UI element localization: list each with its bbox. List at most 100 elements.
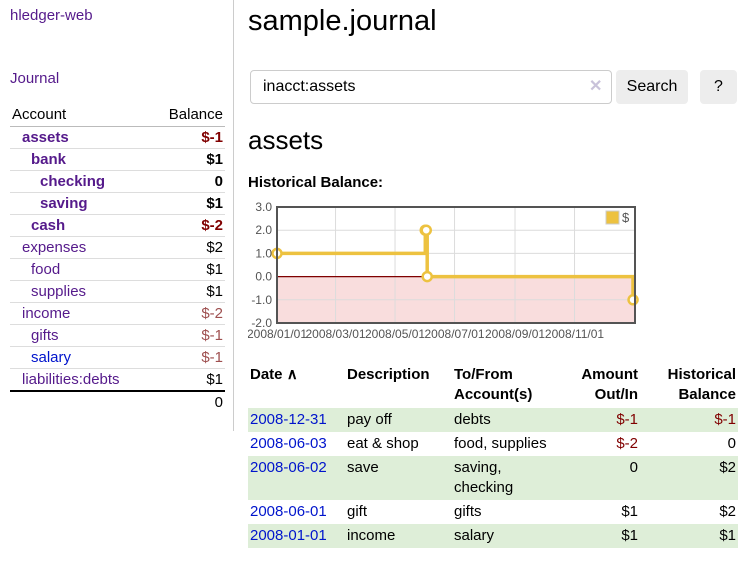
transaction-date-cell: 2008-06-02 xyxy=(248,456,345,500)
transaction-description: income xyxy=(347,527,396,544)
account-row: cash $-2 xyxy=(10,214,225,237)
account-balance: $1 xyxy=(155,368,225,391)
transaction-balance: $2 xyxy=(719,503,736,520)
page-title: sample.journal xyxy=(248,5,437,37)
account-row: salary $-1 xyxy=(10,346,225,369)
search-button[interactable]: Search xyxy=(616,70,688,104)
x-tick-label: 2008/09/01 xyxy=(485,327,545,341)
transaction-date-cell: 2008-06-01 xyxy=(248,500,345,524)
account-link[interactable]: gifts xyxy=(31,327,59,344)
transaction-accounts: debts xyxy=(454,411,491,428)
chart-title: Historical Balance: xyxy=(248,174,384,191)
register-row: 2008-06-03 eat & shop food, supplies $-2 0 xyxy=(248,432,738,456)
y-tick-label: 3.0 xyxy=(255,200,272,214)
amount-column-header: Amount Out/In xyxy=(581,366,638,403)
transaction-accounts: food, supplies xyxy=(454,435,547,452)
transaction-description: gift xyxy=(347,503,368,520)
balance-column-header: Balance xyxy=(155,103,225,127)
account-balance: $1 xyxy=(155,192,225,215)
account-link[interactable]: income xyxy=(22,305,71,322)
transaction-balance: $2 xyxy=(719,459,736,476)
y-tick-label: -2.0 xyxy=(251,316,272,330)
account-balance: $-1 xyxy=(155,324,225,347)
register-table: Date ∧ Description To/From Account(s) Am… xyxy=(248,362,738,548)
account-link[interactable]: saving xyxy=(40,195,88,212)
account-rows: assets $-1 bank $1 checking 0 saving $1 cash $-2 e… xyxy=(10,126,225,391)
description-column-header: Description xyxy=(347,366,430,383)
transaction-description: pay off xyxy=(347,411,392,428)
account-row: expenses $2 xyxy=(10,236,225,259)
account-row: checking 0 xyxy=(10,170,225,193)
account-link[interactable]: salary xyxy=(31,349,72,366)
sidebar: hledger-web Journal Account Balance asse… xyxy=(0,0,234,431)
account-balance: $1 xyxy=(155,280,225,303)
transaction-balance: $1 xyxy=(719,527,736,544)
account-balance: 0 xyxy=(155,170,225,193)
register-header-row: Date ∧ Description To/From Account(s) Am… xyxy=(248,362,738,408)
account-link[interactable]: cash xyxy=(31,217,66,234)
sidebar-total-value: 0 xyxy=(155,390,225,413)
transaction-amount: $1 xyxy=(621,527,638,544)
account-link[interactable]: assets xyxy=(22,129,69,146)
account-row: gifts $-1 xyxy=(10,324,225,347)
account-link[interactable]: bank xyxy=(31,151,67,168)
date-column-header[interactable]: Date ∧ xyxy=(250,366,298,383)
search-input[interactable] xyxy=(250,70,612,104)
transaction-date-link[interactable]: 2008-12-31 xyxy=(250,411,327,428)
account-link[interactable]: food xyxy=(31,261,61,278)
y-tick-label: 0.0 xyxy=(255,270,272,284)
account-row: saving $1 xyxy=(10,192,225,215)
transaction-amount: $-2 xyxy=(616,435,638,452)
account-link[interactable]: expenses xyxy=(22,239,87,256)
account-row: liabilities:debts $1 xyxy=(10,368,225,391)
sidebar-total-row: 0 xyxy=(10,390,225,413)
transaction-description: save xyxy=(347,459,379,476)
legend-label: $ xyxy=(622,210,630,225)
account-balance: $1 xyxy=(155,258,225,281)
transaction-accounts: salary xyxy=(454,527,495,544)
help-button[interactable]: ? xyxy=(700,70,737,104)
journal-link[interactable]: Journal xyxy=(10,70,60,87)
account-row: bank $1 xyxy=(10,148,225,171)
x-tick-label: 2008/05/01 xyxy=(365,327,425,341)
account-link[interactable]: liabilities:debts xyxy=(22,371,120,388)
clear-search-icon[interactable]: ✕ xyxy=(589,78,603,95)
account-link[interactable]: checking xyxy=(40,173,106,190)
y-tick-label: -1.0 xyxy=(251,293,272,307)
x-tick-label: 2008/11/01 xyxy=(545,327,604,341)
sort-asc-icon: ∧ xyxy=(286,366,298,383)
accounts-column-header: To/From Account(s) xyxy=(454,366,533,403)
data-point-marker xyxy=(420,224,432,236)
transaction-date-link[interactable]: 2008-06-01 xyxy=(250,503,327,520)
data-point-marker xyxy=(421,270,433,283)
transaction-date-link[interactable]: 2008-06-03 xyxy=(250,435,327,452)
transaction-accounts: gifts xyxy=(454,503,482,520)
transaction-date-cell: 2008-01-01 xyxy=(248,524,345,548)
x-tick-label: 2008/01/01 xyxy=(248,327,307,341)
app-brand-link[interactable]: hledger-web xyxy=(10,7,93,24)
transaction-date-link[interactable]: 2008-01-01 xyxy=(250,527,327,544)
account-balance: $1 xyxy=(155,148,225,171)
account-table-header: Account Balance xyxy=(10,103,225,127)
account-balance: $2 xyxy=(155,236,225,259)
transaction-balance: $-1 xyxy=(714,411,736,428)
transaction-description: eat & shop xyxy=(347,435,419,452)
register-row: 2008-06-01 gift gifts $1 $2 xyxy=(248,500,738,524)
transaction-date-cell: 2008-06-03 xyxy=(248,432,345,456)
legend-swatch xyxy=(605,210,620,225)
transaction-amount: 0 xyxy=(629,459,638,476)
account-heading: assets xyxy=(248,125,324,155)
transaction-date-cell: 2008-12-31 xyxy=(248,408,345,432)
account-row: income $-2 xyxy=(10,302,225,325)
balance-chart: 3.0 2.0 1.0 0.0 -1.0 -2.02008/01/012008/03/01… xyxy=(248,200,639,341)
register-row: 2008-12-31 pay off debts $-1 $-1 xyxy=(248,408,738,432)
account-balance-table: Account Balance assets $-1 bank $1 checking 0… xyxy=(10,103,225,413)
transaction-accounts: saving, checking xyxy=(454,459,514,496)
register-row: 2008-01-01 income salary $1 $1 xyxy=(248,524,738,548)
y-tick-label: 2.0 xyxy=(255,223,272,237)
account-link[interactable]: supplies xyxy=(31,283,87,300)
register-rows: 2008-12-31 pay off debts $-1 $-1 2008-06-03 ea… xyxy=(248,408,738,548)
transaction-amount: $1 xyxy=(621,503,638,520)
register-row: 2008-06-02 save saving, checking 0 $2 xyxy=(248,456,738,500)
transaction-date-link[interactable]: 2008-06-02 xyxy=(250,459,327,476)
